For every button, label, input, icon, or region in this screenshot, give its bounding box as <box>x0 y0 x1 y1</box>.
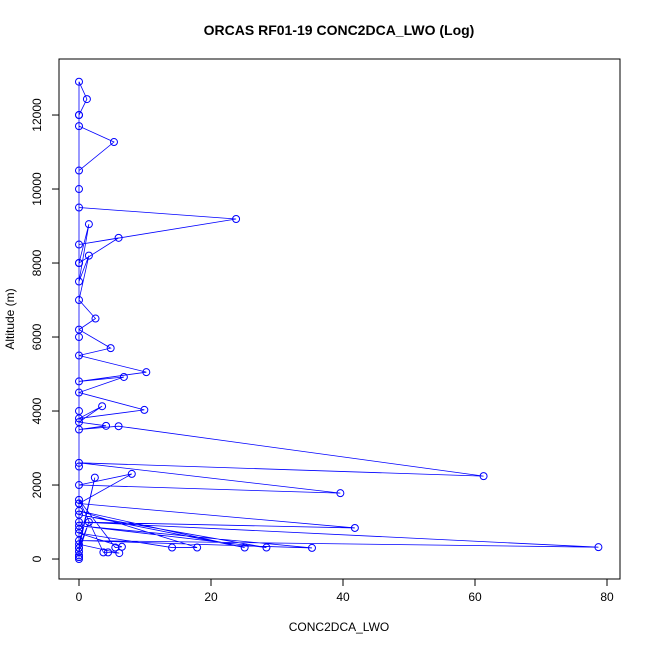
y-tick-label: 6000 <box>30 323 44 350</box>
data-point <box>91 314 100 323</box>
data-point <box>350 523 359 532</box>
data-point <box>82 95 91 104</box>
data-point <box>104 548 113 557</box>
data-point <box>74 122 83 131</box>
x-tick-label: 80 <box>600 590 614 604</box>
data-point <box>336 489 345 498</box>
y-tick-label: 12000 <box>30 98 44 132</box>
data-point <box>111 543 120 552</box>
data-point <box>114 422 123 431</box>
data-point <box>84 220 93 229</box>
data-point <box>74 185 83 194</box>
data-point <box>594 543 603 552</box>
data-point <box>74 510 83 519</box>
data-point <box>74 495 83 504</box>
y-tick-label: 4000 <box>30 397 44 424</box>
data-point <box>127 469 136 478</box>
data-point <box>307 543 316 552</box>
data-point <box>74 388 83 397</box>
x-tick-label: 60 <box>468 590 482 604</box>
data-point <box>232 214 241 223</box>
y-axis-label: Altitude (m) <box>3 288 17 349</box>
data-point <box>119 372 128 381</box>
data-point <box>109 138 118 147</box>
data-line <box>77 81 599 560</box>
data-point <box>74 529 83 538</box>
data-point <box>193 543 202 552</box>
data-point <box>140 405 149 414</box>
x-tick-label: 0 <box>76 590 83 604</box>
data-point <box>74 351 83 360</box>
data-point <box>84 251 93 260</box>
data-point <box>74 414 83 423</box>
data-point <box>262 543 271 552</box>
data-point <box>74 77 83 86</box>
x-tick-label: 40 <box>336 590 350 604</box>
data-point <box>142 368 151 377</box>
data-point <box>74 425 83 434</box>
data-point <box>168 543 177 552</box>
data-point <box>74 296 83 305</box>
data-point <box>99 548 108 557</box>
data-point <box>74 166 83 175</box>
data-point <box>74 551 83 560</box>
y-tick-label: 2000 <box>30 471 44 498</box>
data-point <box>74 277 83 286</box>
data-point <box>240 543 249 552</box>
data-point <box>74 325 83 334</box>
data-point <box>114 233 123 242</box>
chart-title: ORCAS RF01-19 CONC2DCA_LWO (Log) <box>204 22 475 38</box>
data-point <box>74 547 83 556</box>
data-point <box>74 481 83 490</box>
data-point <box>84 518 93 527</box>
data-point <box>74 259 83 268</box>
data-point <box>102 421 111 430</box>
y-tick-label: 0 <box>30 555 44 562</box>
data-point <box>74 203 83 212</box>
data-point <box>74 462 83 471</box>
data-point <box>74 240 83 249</box>
data-point <box>98 402 107 411</box>
y-tick-label: 10000 <box>30 172 44 206</box>
data-point <box>74 506 83 515</box>
y-tick-label: 8000 <box>30 249 44 276</box>
data-point <box>90 473 99 482</box>
x-axis-label: CONC2DCA_LWO <box>289 620 389 634</box>
data-point <box>74 377 83 386</box>
data-point <box>74 111 83 120</box>
data-point <box>74 458 83 467</box>
x-tick-label: 20 <box>204 590 218 604</box>
plot-frame <box>58 58 621 580</box>
data-point <box>479 472 488 481</box>
data-point <box>115 549 124 558</box>
data-point <box>106 344 115 353</box>
